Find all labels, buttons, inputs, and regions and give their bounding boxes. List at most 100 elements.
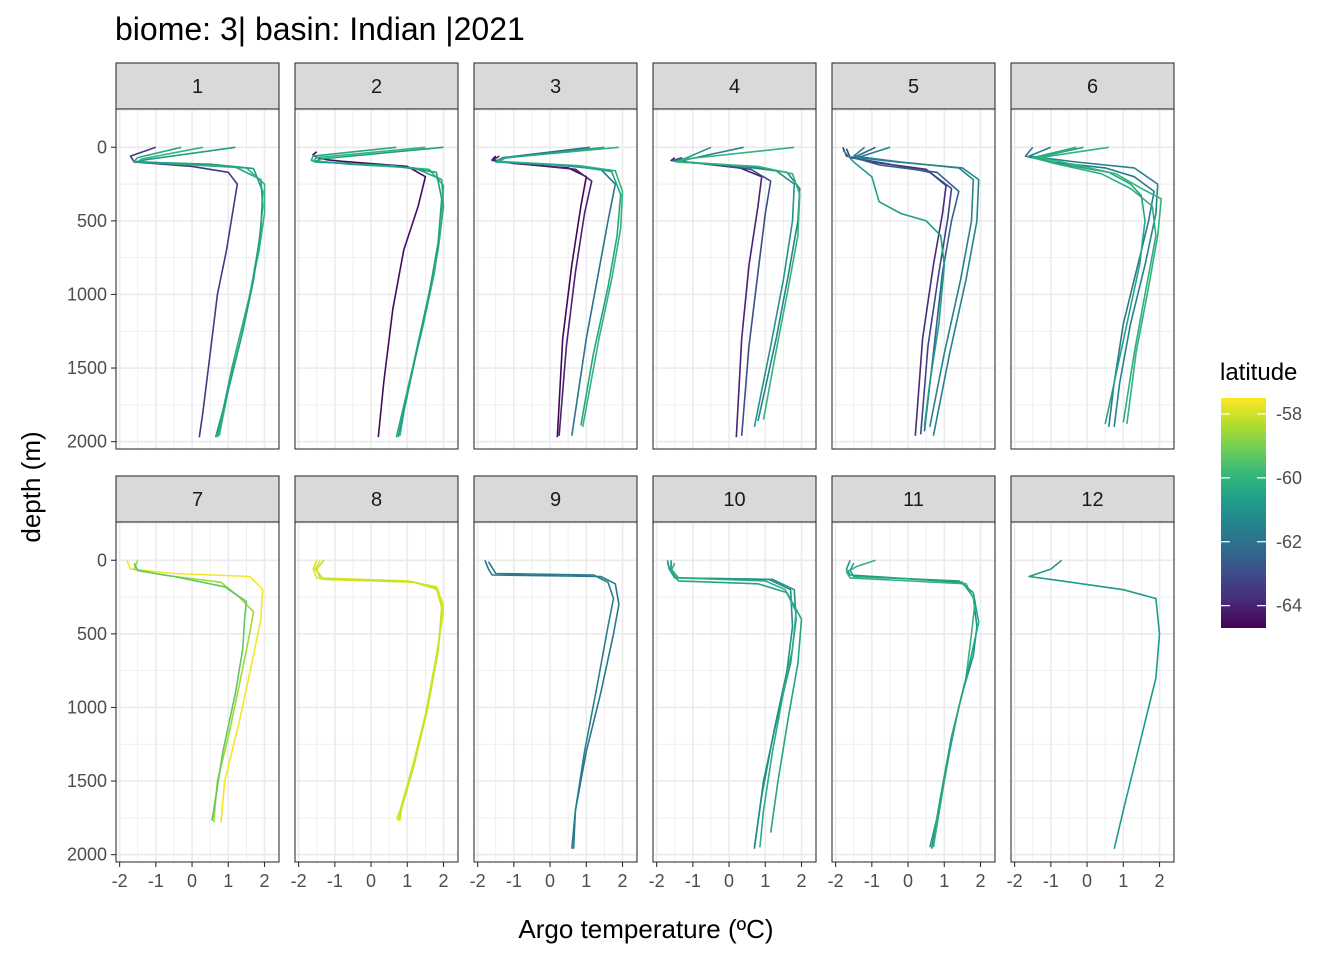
profile-line [314,146,444,438]
facet-strip-label: 1 [192,76,203,98]
facet-strip [115,62,280,110]
facet-strip-label: 6 [1087,76,1098,98]
y-tick-label: 500 [77,211,107,231]
panel-background [832,522,995,862]
profile-line [487,561,615,849]
y-tick-label: 0 [97,550,107,570]
y-tick-label: 2000 [67,432,107,452]
profile-line [677,146,801,422]
x-tick-label: -2 [649,871,665,891]
facet-strip [652,62,817,110]
facet-6: 6 [1010,62,1175,450]
facet-strip-label: 5 [908,76,919,98]
x-tick-label: -1 [506,871,522,891]
facet-1: 1 0 500 1000 1500 2000 [67,62,280,452]
panel-border [652,521,817,863]
profile-line [1035,146,1146,425]
x-tick-label: -2 [112,871,128,891]
x-tick-label: -2 [1007,871,1023,891]
panel-border [294,521,459,863]
legend-title: latitude [1220,359,1297,386]
facet-strip-label: 8 [371,489,382,511]
x-tick-label: 2 [618,871,628,891]
panel-grid [295,522,458,862]
facet-strip [652,475,817,523]
x-tick-label: -1 [148,871,164,891]
profile-line [849,562,980,848]
y-axis-title: depth (m) [16,431,46,542]
panel-background [832,109,995,449]
panel-background [295,522,458,862]
facet-10: 10 -2 -1 0 1 2 [649,475,817,891]
facet-strip-label: 10 [723,489,745,511]
chart-title: biome: 3| basin: Indian |2021 [115,11,525,47]
x-tick-label: 0 [724,871,734,891]
x-tick-label: 1 [939,871,949,891]
profile-line [852,146,975,428]
latitude-legend: latitude -58 -60 -62 -64 [1220,359,1302,628]
x-tick-label: 2 [976,871,986,891]
profile-line [856,146,980,436]
facet-9: 9 -2 -1 0 1 2 [470,475,638,891]
facet-3: 3 [473,62,638,450]
facet-7: 7 0 500 1000 1500 2000-2 -1 0 1 2 [67,475,280,891]
x-tick-label: 0 [1082,871,1092,891]
profile-line [1028,559,1161,849]
facet-strip-label: 12 [1081,489,1103,511]
x-tick-label: -2 [291,871,307,891]
y-tick-label: 1000 [67,284,107,304]
x-tick-label: 0 [545,871,555,891]
x-tick-label: 1 [223,871,233,891]
x-tick-label: -1 [1043,871,1059,891]
panel-border [473,108,638,450]
profile-line [670,562,797,848]
x-tick-label: 0 [903,871,913,891]
panel-background [653,522,816,862]
panel-border [1010,108,1175,450]
x-axis-title: Argo temperature (ºC) [518,914,773,944]
panel-background [116,522,279,862]
panel-grid [1011,109,1174,449]
legend-tick-label: -64 [1276,596,1302,616]
facet-strip [294,475,459,523]
facet-12: 12-2 -1 0 1 2 [1007,475,1175,891]
facet-strip [831,475,996,523]
panel-border [1010,521,1175,863]
x-tick-label: -2 [470,871,486,891]
profile-line [136,146,264,438]
legend-tick-label: -62 [1276,532,1302,552]
x-tick-label: -2 [828,871,844,891]
facet-strip-label: 4 [729,76,740,98]
profile-line [842,149,946,427]
x-tick-label: 1 [581,871,591,891]
panel-grid [474,522,637,862]
panel-background [474,522,637,862]
x-tick-label: -1 [327,871,343,891]
facet-4: 4 [652,62,817,450]
profile-line [1039,146,1163,425]
profile-line [494,146,622,426]
facet-strip-label: 7 [192,489,203,511]
panel-grid [832,109,995,449]
y-tick-label: 1000 [67,697,107,717]
x-tick-label: 1 [1118,871,1128,891]
facet-strip-label: 11 [903,489,924,511]
profile-line [314,559,445,820]
panel-border [831,108,996,450]
panel-border [473,521,638,863]
panel-border [294,108,459,450]
x-tick-label: 2 [797,871,807,891]
facet-strip [473,475,638,523]
x-tick-label: -1 [685,871,701,891]
x-tick-label: 0 [187,871,197,891]
facet-11: 11 -2 -1 0 1 2 [828,475,996,891]
legend-tick-label: -60 [1276,468,1302,488]
facet-strip-label: 2 [371,76,382,98]
y-tick-label: 2000 [67,845,107,865]
x-tick-label: 1 [760,871,770,891]
profile-line [133,562,248,821]
panel-grid [1011,522,1174,862]
x-tick-label: 2 [439,871,449,891]
